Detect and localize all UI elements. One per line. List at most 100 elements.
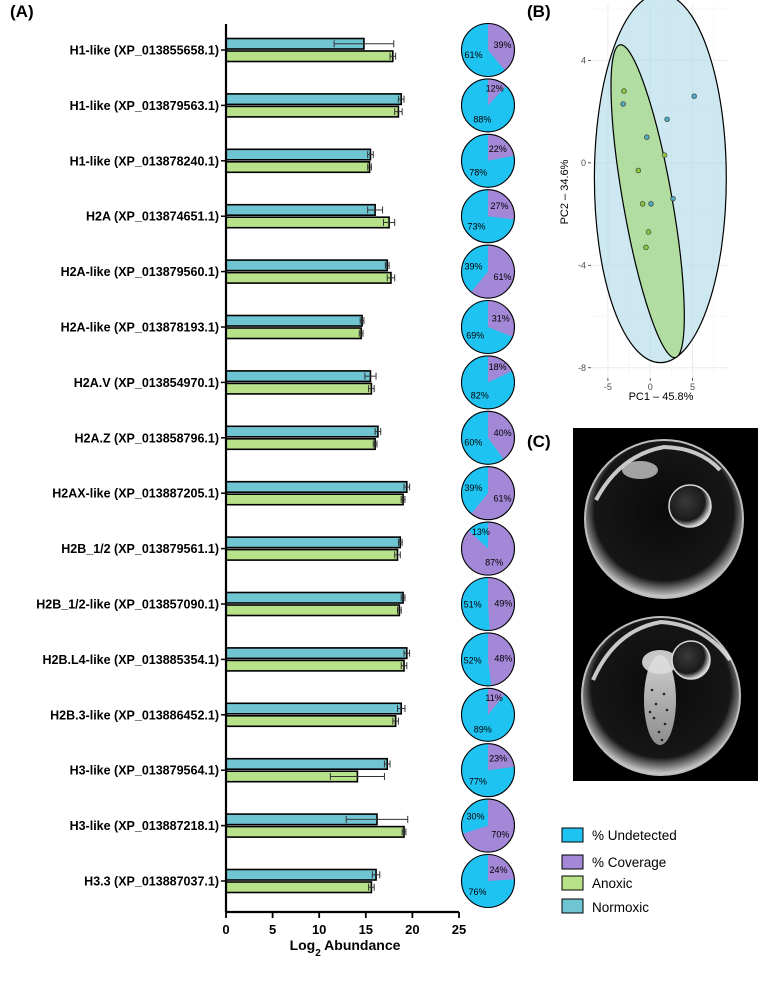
bar-row: H3.3 (XP_013887037.1) [84, 868, 381, 894]
coverage-pie: 23% 77% [460, 743, 516, 798]
pie-slice-coverage [488, 411, 515, 460]
pie-outline [460, 22, 516, 78]
pie-label-coverage: 11% [485, 693, 502, 703]
protein-label: H2A.V (XP_013854970.1) [74, 376, 219, 390]
anoxic-bar [225, 161, 371, 174]
error-bar [394, 108, 403, 116]
normoxic-bar [225, 868, 377, 881]
coverage-pie: 24% 76% [460, 853, 516, 909]
pie-label-coverage: 22% [489, 144, 507, 154]
x-tick-label: 15 [359, 922, 373, 937]
pie-outline [460, 743, 516, 798]
coverage-pie: 87% 13% [460, 521, 516, 576]
anoxic-bar [225, 437, 376, 451]
x-tick-label: 20 [405, 922, 419, 937]
pca-y-axis-title: PC2 – 34.6% [559, 159, 571, 224]
pie-slice-coverage [488, 688, 505, 715]
pie-slice-coverage [471, 245, 515, 299]
protein-label: H3-like (XP_013887218.1) [70, 819, 219, 833]
pie-slice-coverage [488, 355, 512, 383]
bar-row: H2A-like (XP_013878193.1) [61, 314, 365, 340]
x-tick-label: 5 [269, 922, 276, 937]
embryo-top-head [622, 461, 658, 479]
pie-slice-coverage [488, 854, 515, 881]
pie-outline [460, 798, 516, 853]
coverage-pie: 27% 73% [460, 189, 516, 244]
legend-label-undetected: % Undetected [592, 828, 677, 843]
pca-point-normoxic [644, 134, 650, 140]
pie-label-undetected: 73% [467, 221, 485, 231]
coverage-pie: 18% 82% [460, 355, 516, 410]
embryo-top-oil-droplet [668, 484, 712, 528]
embryo-bottom-body [644, 655, 676, 745]
pie-slice-coverage [471, 466, 515, 520]
pca-point-anoxic [639, 201, 646, 207]
pca-point-anoxic [621, 88, 627, 94]
normoxic-bar [225, 591, 404, 604]
pca-x-tick-label: 5 [690, 382, 695, 392]
normoxic-bar [225, 93, 403, 106]
pie-label-undetected: 51% [464, 599, 482, 609]
anoxic-bar [225, 50, 394, 63]
coverage-pie: 61% 39% [460, 244, 516, 299]
pie-label-undetected: 82% [471, 390, 489, 400]
anoxic-bar [225, 604, 401, 617]
pie-label-undetected: 77% [469, 777, 487, 787]
error-bar [397, 538, 403, 546]
legend-label-normoxic: Normoxic [592, 900, 649, 915]
pie-outline [460, 576, 516, 632]
bar-row: H1-like (XP_013855658.1) [70, 37, 397, 63]
normoxic-bar [225, 757, 389, 771]
x-tick-label: 0 [222, 922, 229, 937]
error-bar [359, 317, 365, 325]
pie-label-coverage: 24% [490, 865, 508, 875]
protein-label: H1-like (XP_013879563.1) [70, 99, 219, 113]
protein-label: H1-like (XP_013878240.1) [70, 154, 219, 168]
bar-chart: H1-like (XP_013855658.1) H1-like (XP_0138… [36, 24, 466, 959]
embryo-top-rim-highlight [594, 444, 722, 501]
coverage-pie: 49% 51% [460, 576, 516, 632]
legend-swatch-undetected [561, 827, 584, 843]
embryo-bottom-oil-droplet [671, 640, 711, 680]
anoxic-bar [225, 216, 390, 229]
error-bar [386, 274, 396, 282]
bar-row: H1-like (XP_013878240.1) [70, 148, 374, 174]
pie-outline [460, 78, 516, 133]
embryo-bottom-rim-highlight [591, 619, 732, 681]
error-bar [371, 871, 381, 879]
bar-row: H2B.L4-like (XP_013885354.1) [43, 647, 411, 672]
pca-y-tick-label: -8 [578, 363, 586, 373]
pie-label-coverage: 12% [486, 84, 504, 94]
protein-label: H2A (XP_013874651.1) [86, 210, 219, 224]
legend-label-coverage: % Coverage [592, 855, 666, 870]
anoxic-bar [225, 714, 397, 728]
coverage-pie: 11% 89% [460, 687, 516, 742]
pie-outline [460, 687, 516, 742]
error-bar [368, 883, 375, 891]
pie-label-coverage: 31% [492, 313, 510, 323]
error-bar [372, 440, 378, 448]
x-tick-label: 10 [312, 922, 326, 937]
normoxic-bar [225, 425, 379, 438]
error-bar [367, 163, 372, 171]
coverage-pies: 39% 61% 12% 88% 22% 78% 27% 73% 61% 39% 31% 69% 18% 8… [460, 22, 516, 909]
pie-label-coverage: 61% [493, 493, 511, 503]
coverage-pie: 31% 69% [460, 299, 516, 355]
coverage-pie: 48% 52% [460, 632, 516, 687]
pie-outline [460, 410, 516, 465]
anoxic-bar [225, 105, 400, 118]
protein-label: H2A.Z (XP_013858796.1) [74, 431, 219, 445]
normoxic-bar [225, 203, 376, 216]
pca-point-normoxic [670, 195, 676, 202]
pie-slice-coverage [488, 23, 515, 71]
coverage-pie: 12% 88% [460, 78, 516, 133]
error-bar [389, 52, 397, 60]
pie-label-undetected: 78% [469, 168, 487, 178]
error-bar [383, 218, 396, 226]
error-bar [403, 649, 411, 657]
bar-row: H2B_1/2-like (XP_013857090.1) [36, 591, 406, 617]
error-bar [383, 760, 391, 768]
error-bar [358, 329, 364, 337]
coverage-pie: 22% 78% [460, 133, 516, 188]
